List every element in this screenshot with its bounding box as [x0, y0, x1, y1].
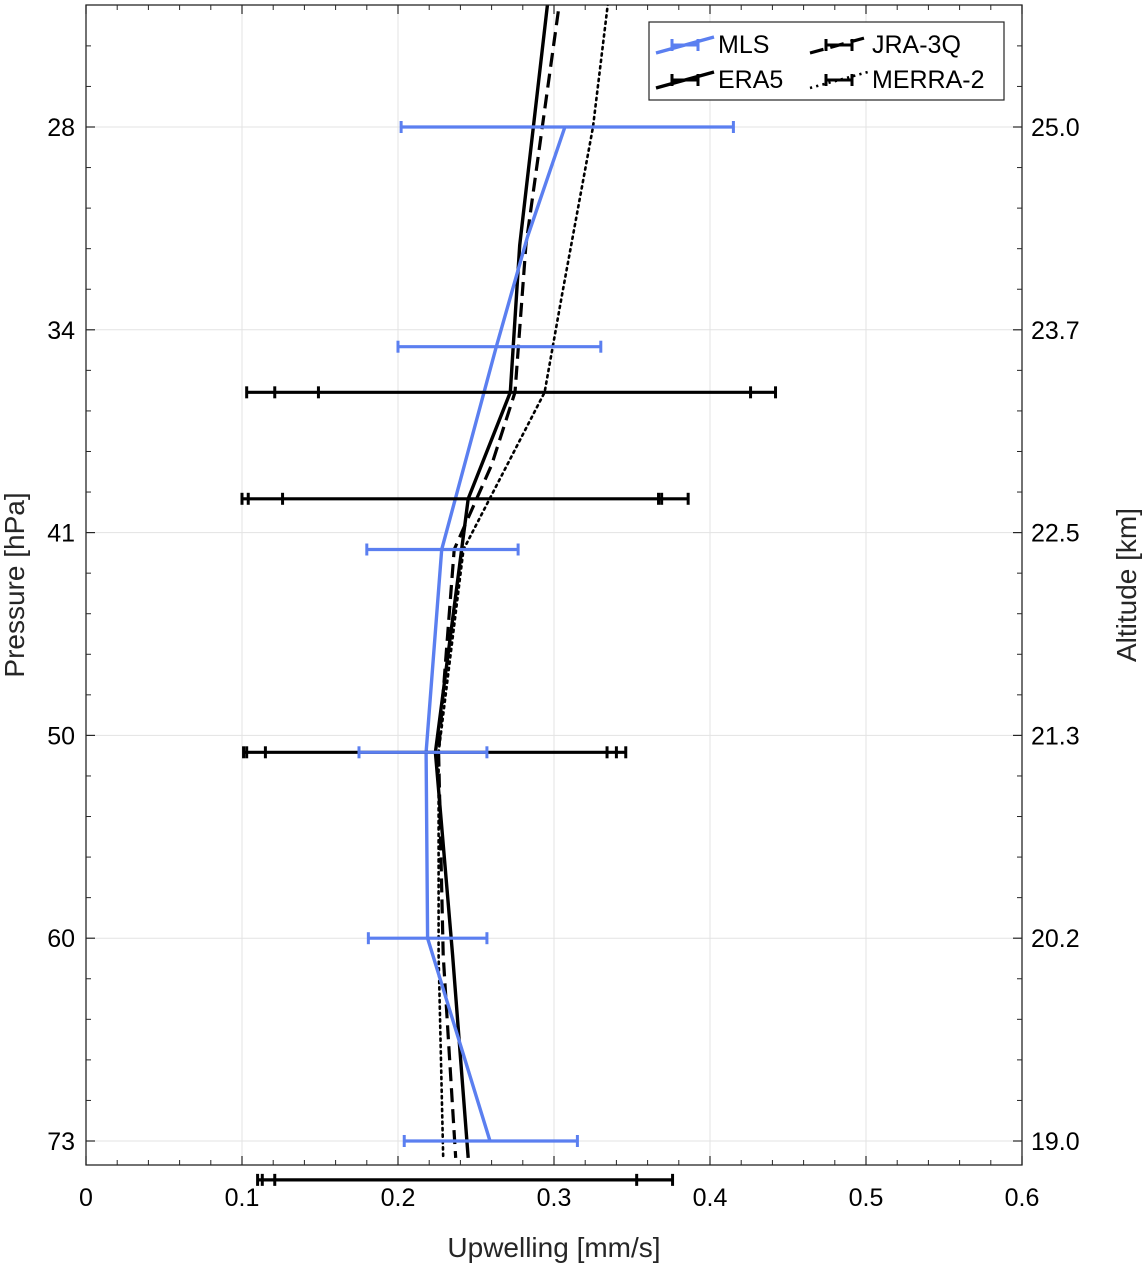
x-axis-title: Upwelling [mm/s] — [447, 1232, 660, 1263]
x-tick-label: 0.5 — [849, 1184, 884, 1212]
series-layer — [424, 5, 610, 1160]
series-line-era5 — [433, 5, 550, 1159]
legend-label-merra2: MERRA-2 — [872, 66, 985, 94]
legend-box — [648, 21, 1005, 101]
altitude-tick-label: 21.3 — [1031, 722, 1080, 750]
x-tick-label: 0.4 — [693, 1184, 728, 1212]
pressure-tick-label: 73 — [47, 1128, 75, 1156]
altitude-tick-label: 19.0 — [1031, 1128, 1080, 1156]
grid-lines — [86, 5, 1022, 1165]
legend: MLS ERA5 JRA-3Q MERRA-2 — [648, 21, 1005, 101]
x-tick-label: 0.2 — [381, 1184, 416, 1212]
x-tick-label: 0 — [79, 1184, 93, 1212]
pressure-tick-label: 41 — [47, 520, 75, 548]
altitude-tick-label: 20.2 — [1031, 925, 1080, 953]
series-line-merra2 — [437, 5, 610, 1160]
pressure-tick-label: 34 — [47, 317, 75, 345]
legend-label-mls: MLS — [718, 31, 769, 59]
legend-label-jra3q: JRA-3Q — [872, 31, 961, 59]
axis-ticks — [85, 5, 1023, 1165]
altitude-tick-label: 25.0 — [1031, 114, 1080, 142]
pressure-tick-label: 60 — [47, 925, 75, 953]
tick-labels: 0 0.1 0.2 0.3 0.4 0.5 0.6 28 25.0 34 23.7 41 22.5 50 2… — [47, 114, 1079, 1212]
series-line-jra3q — [437, 5, 561, 1158]
x-tick-label: 0.1 — [225, 1184, 260, 1212]
legend-label-era5: ERA5 — [718, 66, 783, 94]
altitude-tick-label: 22.5 — [1031, 520, 1080, 548]
pressure-tick-label: 28 — [47, 114, 75, 142]
legend-items — [655, 35, 869, 90]
pressure-tick-label: 50 — [47, 722, 75, 750]
y-axis-title-left: Pressure [hPa] — [0, 492, 30, 677]
errorbars-layer — [240, 121, 778, 1186]
altitude-tick-label: 23.7 — [1031, 317, 1080, 345]
x-tick-label: 0.3 — [537, 1184, 572, 1212]
x-tick-label: 0.6 — [1005, 1184, 1040, 1212]
y-axis-title-right: Altitude [km] — [1111, 508, 1142, 662]
